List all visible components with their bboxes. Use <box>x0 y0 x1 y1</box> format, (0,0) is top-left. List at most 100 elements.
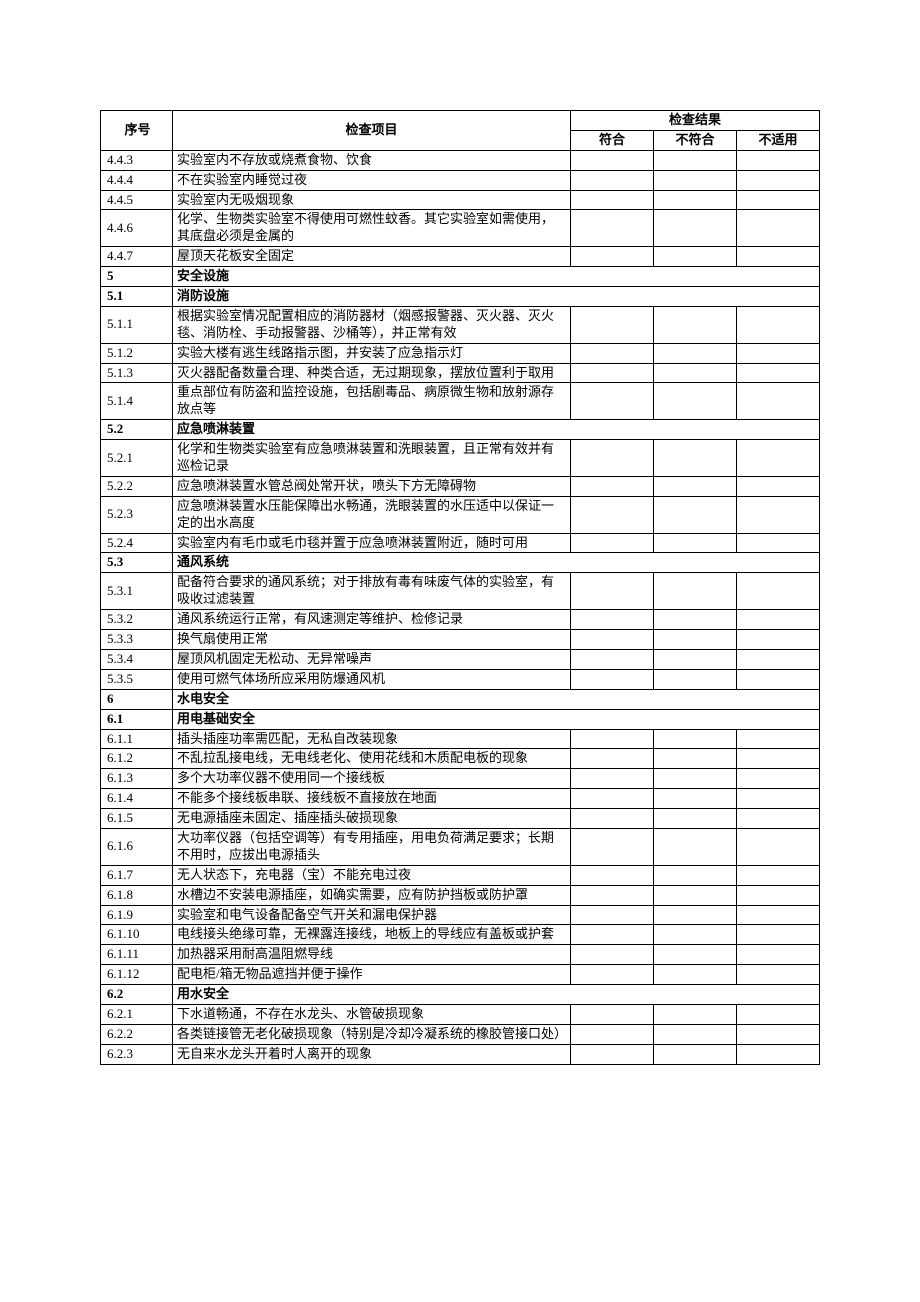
cell-nonconform[interactable] <box>654 363 737 383</box>
cell-conform[interactable] <box>571 210 654 247</box>
cell-na[interactable] <box>737 925 820 945</box>
cell-conform[interactable] <box>571 150 654 170</box>
cell-nonconform[interactable] <box>654 170 737 190</box>
cell-na[interactable] <box>737 1044 820 1064</box>
cell-na[interactable] <box>737 573 820 610</box>
cell-nonconform[interactable] <box>654 965 737 985</box>
cell-conform[interactable] <box>571 247 654 267</box>
cell-na[interactable] <box>737 1004 820 1024</box>
cell-nonconform[interactable] <box>654 210 737 247</box>
cell-na[interactable] <box>737 247 820 267</box>
cell-conform[interactable] <box>571 925 654 945</box>
cell-na[interactable] <box>737 729 820 749</box>
cell-nonconform[interactable] <box>654 630 737 650</box>
cell-nonconform[interactable] <box>654 533 737 553</box>
cell-conform[interactable] <box>571 1044 654 1064</box>
cell-na[interactable] <box>737 610 820 630</box>
cell-conform[interactable] <box>571 749 654 769</box>
cell-conform[interactable] <box>571 1004 654 1024</box>
cell-na[interactable] <box>737 210 820 247</box>
cell-nonconform[interactable] <box>654 828 737 865</box>
cell-na[interactable] <box>737 630 820 650</box>
cell-nonconform[interactable] <box>654 343 737 363</box>
cell-conform[interactable] <box>571 885 654 905</box>
cell-nonconform[interactable] <box>654 905 737 925</box>
cell-conform[interactable] <box>571 809 654 829</box>
cell-conform[interactable] <box>571 343 654 363</box>
cell-nonconform[interactable] <box>654 573 737 610</box>
cell-nonconform[interactable] <box>654 1044 737 1064</box>
cell-conform[interactable] <box>571 190 654 210</box>
cell-na[interactable] <box>737 945 820 965</box>
cell-na[interactable] <box>737 306 820 343</box>
cell-nonconform[interactable] <box>654 885 737 905</box>
cell-conform[interactable] <box>571 363 654 383</box>
cell-nonconform[interactable] <box>654 809 737 829</box>
table-row: 6.1用电基础安全 <box>101 709 820 729</box>
cell-na[interactable] <box>737 440 820 477</box>
cell-na[interactable] <box>737 1024 820 1044</box>
cell-nonconform[interactable] <box>654 1024 737 1044</box>
cell-conform[interactable] <box>571 769 654 789</box>
cell-conform[interactable] <box>571 649 654 669</box>
cell-nonconform[interactable] <box>654 649 737 669</box>
cell-conform[interactable] <box>571 865 654 885</box>
cell-nonconform[interactable] <box>654 789 737 809</box>
cell-nonconform[interactable] <box>654 865 737 885</box>
cell-na[interactable] <box>737 789 820 809</box>
cell-nonconform[interactable] <box>654 945 737 965</box>
cell-nonconform[interactable] <box>654 1004 737 1024</box>
cell-na[interactable] <box>737 363 820 383</box>
cell-na[interactable] <box>737 865 820 885</box>
cell-conform[interactable] <box>571 440 654 477</box>
cell-nonconform[interactable] <box>654 306 737 343</box>
cell-na[interactable] <box>737 170 820 190</box>
cell-nonconform[interactable] <box>654 383 737 420</box>
cell-nonconform[interactable] <box>654 729 737 749</box>
cell-conform[interactable] <box>571 965 654 985</box>
cell-conform[interactable] <box>571 476 654 496</box>
cell-na[interactable] <box>737 828 820 865</box>
cell-conform[interactable] <box>571 610 654 630</box>
cell-na[interactable] <box>737 769 820 789</box>
cell-na[interactable] <box>737 649 820 669</box>
cell-conform[interactable] <box>571 496 654 533</box>
cell-conform[interactable] <box>571 383 654 420</box>
cell-conform[interactable] <box>571 306 654 343</box>
cell-conform[interactable] <box>571 669 654 689</box>
cell-na[interactable] <box>737 496 820 533</box>
cell-nonconform[interactable] <box>654 190 737 210</box>
cell-na[interactable] <box>737 383 820 420</box>
cell-na[interactable] <box>737 749 820 769</box>
cell-na[interactable] <box>737 885 820 905</box>
cell-nonconform[interactable] <box>654 925 737 945</box>
cell-nonconform[interactable] <box>654 476 737 496</box>
cell-nonconform[interactable] <box>654 150 737 170</box>
cell-na[interactable] <box>737 476 820 496</box>
cell-nonconform[interactable] <box>654 247 737 267</box>
cell-conform[interactable] <box>571 945 654 965</box>
cell-nonconform[interactable] <box>654 749 737 769</box>
cell-nonconform[interactable] <box>654 440 737 477</box>
cell-na[interactable] <box>737 965 820 985</box>
cell-na[interactable] <box>737 533 820 553</box>
cell-na[interactable] <box>737 190 820 210</box>
cell-na[interactable] <box>737 809 820 829</box>
cell-conform[interactable] <box>571 905 654 925</box>
cell-conform[interactable] <box>571 729 654 749</box>
cell-conform[interactable] <box>571 170 654 190</box>
cell-conform[interactable] <box>571 828 654 865</box>
cell-conform[interactable] <box>571 573 654 610</box>
cell-conform[interactable] <box>571 789 654 809</box>
cell-nonconform[interactable] <box>654 496 737 533</box>
cell-conform[interactable] <box>571 630 654 650</box>
cell-nonconform[interactable] <box>654 769 737 789</box>
cell-conform[interactable] <box>571 533 654 553</box>
cell-nonconform[interactable] <box>654 669 737 689</box>
cell-na[interactable] <box>737 150 820 170</box>
cell-na[interactable] <box>737 669 820 689</box>
cell-conform[interactable] <box>571 1024 654 1044</box>
cell-na[interactable] <box>737 343 820 363</box>
cell-na[interactable] <box>737 905 820 925</box>
cell-nonconform[interactable] <box>654 610 737 630</box>
